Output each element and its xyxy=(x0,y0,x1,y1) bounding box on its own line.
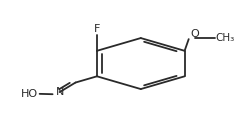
Text: N: N xyxy=(55,87,64,97)
Text: CH₃: CH₃ xyxy=(216,33,235,43)
Text: HO: HO xyxy=(21,89,38,99)
Text: O: O xyxy=(190,29,199,39)
Text: F: F xyxy=(94,24,100,34)
